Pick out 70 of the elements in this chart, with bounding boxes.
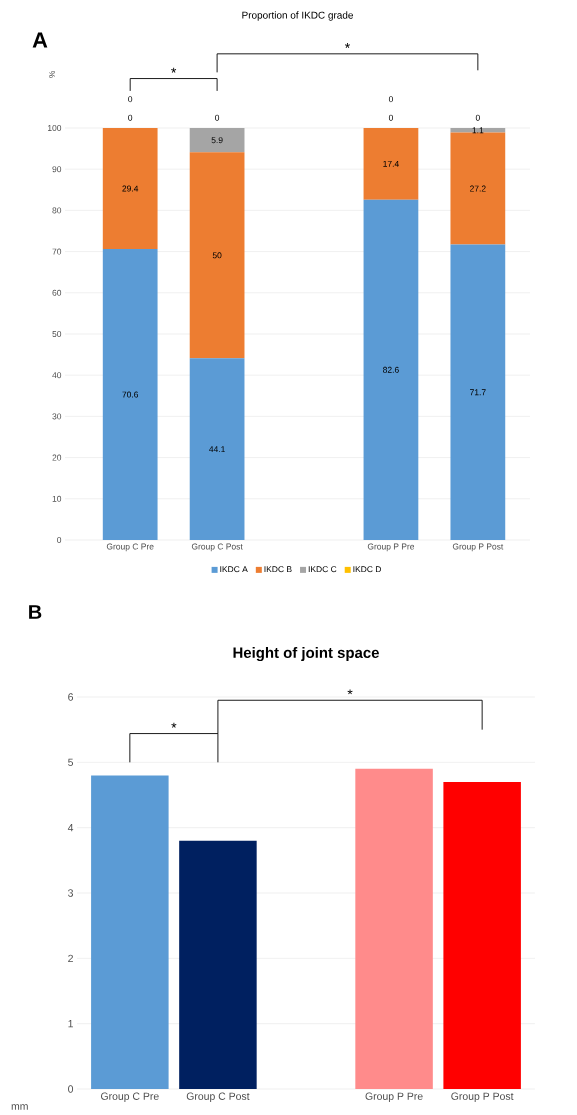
- data-label: 71.7: [470, 389, 486, 396]
- bar: [102, 127, 158, 250]
- bar: [189, 127, 245, 153]
- bar: [450, 132, 506, 245]
- text: *: [344, 43, 350, 48]
- bar: [363, 127, 419, 200]
- y-tick-label: 2: [68, 954, 73, 962]
- text: A: [32, 32, 48, 48]
- data-label: 0: [388, 114, 393, 121]
- data-label: 0: [215, 114, 220, 121]
- data-label: 0: [128, 96, 133, 103]
- data-label: 50: [212, 252, 222, 259]
- x-tick-label: Group P Post: [452, 543, 504, 552]
- legend-label: IKDC B: [264, 566, 292, 573]
- bar: [355, 768, 433, 1089]
- y-tick-label: 40: [52, 372, 62, 379]
- data-label: 0: [388, 96, 393, 103]
- data-label: 5.9: [211, 137, 223, 144]
- y-tick-label: 90: [52, 166, 62, 173]
- bar: [102, 249, 158, 540]
- x-tick-label: Group C Pre: [106, 543, 154, 552]
- y-tick-label: 0: [68, 1085, 74, 1093]
- y-tick-label: 100: [47, 125, 62, 131]
- chart-title: Proportion of IKDC grade: [242, 11, 353, 21]
- data-label: 27.2: [470, 185, 486, 192]
- x-tick-label: Group P Pre: [365, 1092, 423, 1102]
- data-label: 29.4: [122, 185, 139, 192]
- data-label: 17.4: [383, 160, 399, 167]
- bar: [450, 127, 506, 133]
- data-label: 0: [475, 114, 480, 121]
- bar: [189, 152, 245, 359]
- y-tick-label: 10: [52, 495, 62, 502]
- y-tick-label: 60: [52, 289, 62, 296]
- y-tick-label: 80: [52, 207, 62, 214]
- y-axis-title: %: [49, 70, 55, 78]
- text: B: [29, 605, 42, 619]
- data-label: 82.6: [383, 366, 399, 373]
- bar: [91, 775, 169, 1089]
- x-tick-label: Group C Post: [186, 1092, 250, 1102]
- bar: [363, 199, 419, 540]
- y-tick-label: 70: [52, 248, 62, 255]
- y-tick-label: 1: [68, 1020, 73, 1028]
- annotation: *: [171, 722, 177, 728]
- x-tick-label: Group P Post: [451, 1092, 514, 1102]
- text: *: [347, 689, 353, 695]
- y-tick-label: 30: [52, 413, 62, 420]
- x-tick-label: Group C Pre: [101, 1092, 159, 1102]
- data-label: 44.1: [209, 446, 225, 453]
- data-label: 0: [128, 114, 133, 121]
- data-label: 70.6: [122, 391, 139, 398]
- bar: [443, 781, 521, 1089]
- y-tick-label: 4: [67, 824, 74, 832]
- text: *: [171, 67, 177, 73]
- y-axis-title: mm: [11, 1104, 28, 1110]
- y-tick-label: 5: [68, 758, 74, 766]
- legend-label: IKDC A: [220, 566, 248, 573]
- bar: [189, 358, 245, 540]
- y-tick-label: 0: [57, 537, 62, 543]
- legend-label: IKDC D: [353, 566, 381, 573]
- data-label: 1.1: [472, 127, 484, 134]
- y-tick-label: 20: [52, 454, 62, 461]
- legend-label: IKDC C: [308, 566, 337, 573]
- bar: [450, 244, 506, 540]
- chart-title: Height of joint space: [233, 647, 379, 662]
- y-tick-label: 3: [68, 889, 74, 897]
- x-tick-label: Group P Pre: [367, 543, 415, 552]
- y-tick-label: 6: [68, 693, 74, 701]
- bar: [179, 840, 257, 1089]
- y-tick-label: 50: [52, 331, 62, 337]
- x-tick-label: Group C Post: [191, 543, 243, 552]
